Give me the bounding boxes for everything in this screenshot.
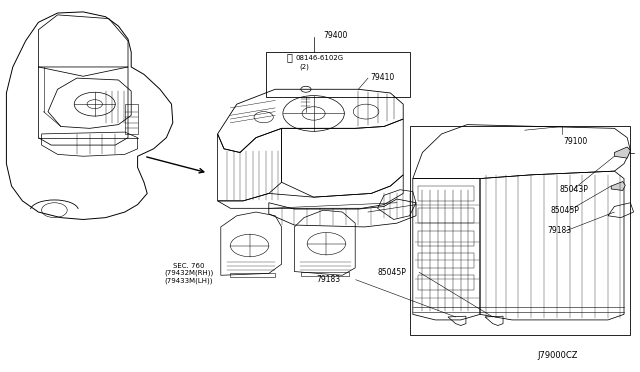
Text: 85043P: 85043P — [560, 185, 589, 194]
Text: 85045P: 85045P — [550, 206, 579, 215]
Bar — [418, 253, 474, 268]
Text: 79400: 79400 — [323, 31, 348, 40]
Text: 08146-6102G: 08146-6102G — [296, 55, 344, 61]
Bar — [418, 231, 474, 246]
Text: 79183: 79183 — [547, 226, 572, 235]
Bar — [410, 126, 630, 335]
Polygon shape — [611, 182, 625, 190]
Text: Ⓑ: Ⓑ — [286, 53, 292, 62]
Text: 79183: 79183 — [317, 275, 341, 284]
Bar — [418, 275, 474, 290]
Bar — [266, 52, 410, 97]
Text: 85045P: 85045P — [378, 268, 406, 277]
Text: (2): (2) — [299, 64, 308, 70]
Text: J79000CZ: J79000CZ — [538, 351, 578, 360]
Text: 79100: 79100 — [563, 137, 588, 146]
Text: 79410: 79410 — [370, 73, 394, 81]
Polygon shape — [614, 147, 630, 158]
Bar — [418, 186, 474, 201]
Text: SEC. 760
(79432M(RH))
(79433M(LH)): SEC. 760 (79432M(RH)) (79433M(LH)) — [164, 263, 213, 284]
Bar — [418, 208, 474, 223]
